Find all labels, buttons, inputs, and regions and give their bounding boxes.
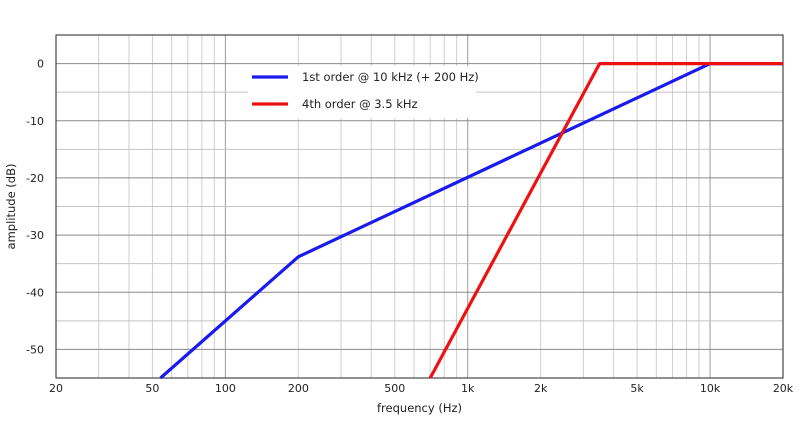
y-tick-label: -50 [26, 343, 44, 356]
x-tick-label: 2k [534, 382, 548, 395]
legend: 1st order @ 10 kHz (+ 200 Hz) 4th order @… [248, 66, 479, 118]
x-axis-title: frequency (Hz) [377, 401, 462, 415]
legend-label-2: 4th order @ 3.5 kHz [302, 97, 418, 111]
x-tick-label: 5k [630, 382, 644, 395]
y-axis-title: amplitude (dB) [4, 164, 18, 250]
plot-area-frame [55, 34, 784, 379]
x-tick-label: 10k [700, 382, 721, 395]
y-tick-label: -40 [26, 286, 44, 299]
x-tick-label: 1k [461, 382, 475, 395]
x-tick-label: 50 [145, 382, 159, 395]
legend-label-1: 1st order @ 10 kHz (+ 200 Hz) [302, 70, 479, 84]
x-tick-label: 20 [49, 382, 63, 395]
legend-box [248, 66, 476, 118]
tick-labels: 20 50 100 200 500 1k 2k 5k 10k 20k 0 -10 -20 -30 -40 -5… [26, 58, 794, 395]
y-tick-label: -20 [26, 172, 44, 185]
y-tick-label: 0 [37, 58, 44, 71]
y-tick-label: -10 [26, 115, 44, 128]
x-tick-label: 100 [215, 382, 236, 395]
x-tick-label: 500 [384, 382, 405, 395]
series-line-2 [428, 61, 783, 379]
x-tick-label: 20k [773, 382, 794, 395]
x-tick-label: 200 [288, 382, 309, 395]
series-lines [159, 61, 783, 380]
y-tick-label: -30 [26, 229, 44, 242]
